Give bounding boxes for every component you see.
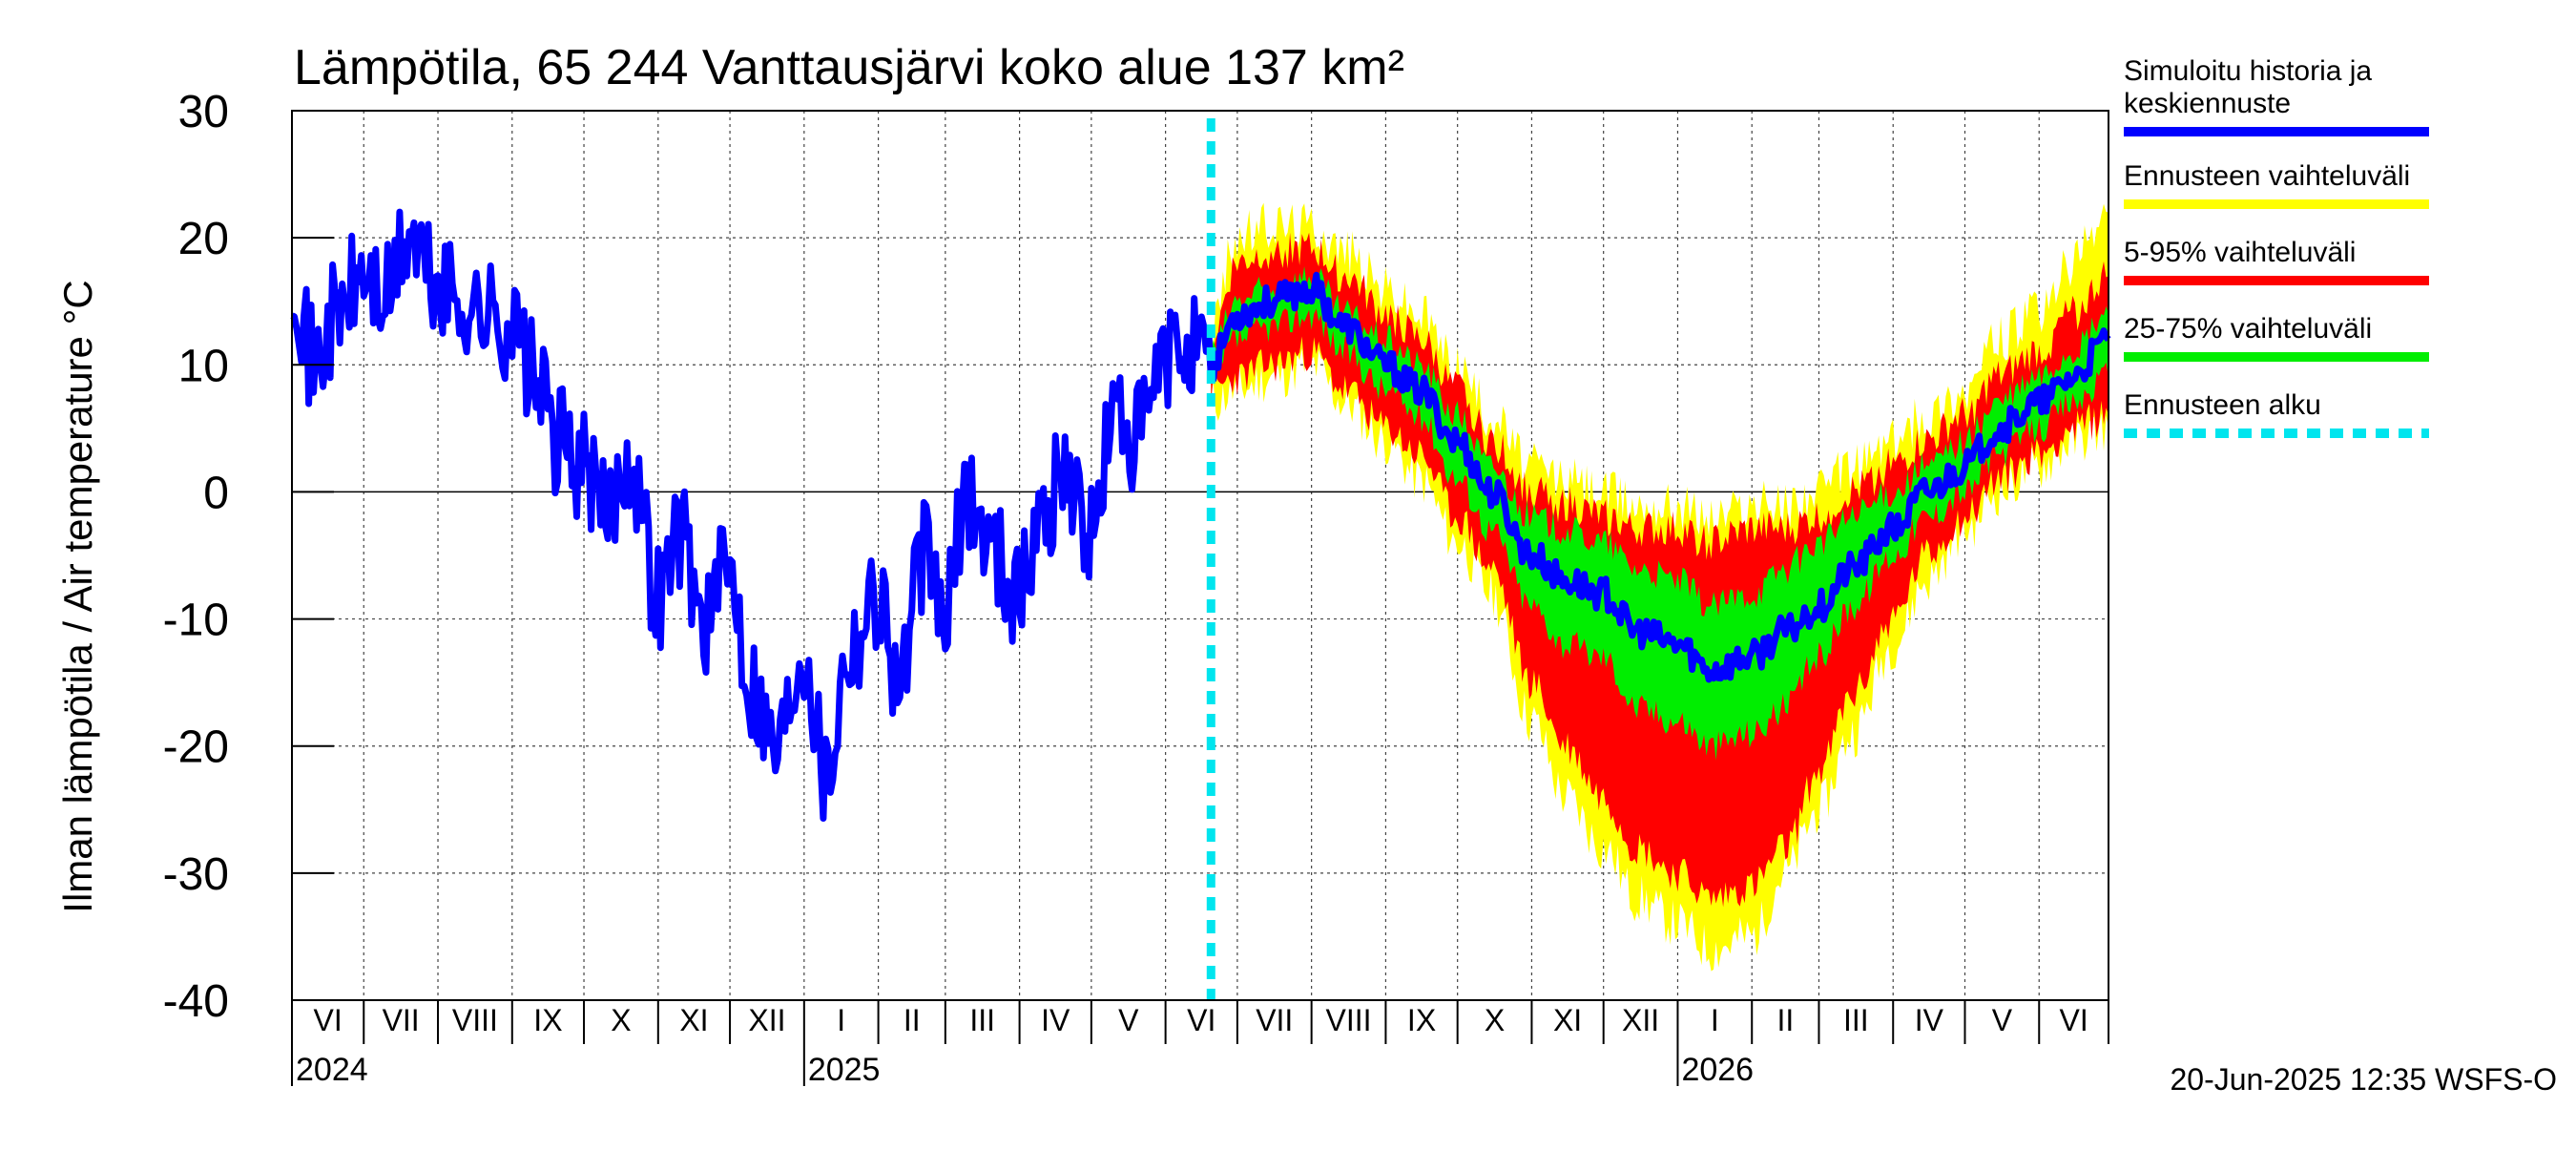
month-label: X xyxy=(1485,1003,1505,1037)
footer-timestamp: 20-Jun-2025 12:35 WSFS-O xyxy=(2170,1062,2557,1097)
month-label: XII xyxy=(748,1003,785,1037)
month-label: VII xyxy=(1256,1003,1293,1037)
y-tick-label: -30 xyxy=(163,849,229,900)
month-label: XI xyxy=(679,1003,708,1037)
month-label: I xyxy=(837,1003,845,1037)
month-label: III xyxy=(1843,1003,1869,1037)
month-label: VI xyxy=(2060,1003,2088,1037)
month-label: XII xyxy=(1622,1003,1659,1037)
history-line xyxy=(290,208,1215,822)
y-tick-label: -40 xyxy=(163,976,229,1027)
month-label: VI xyxy=(1187,1003,1215,1037)
legend-item: Ennusteen vaihteluväli xyxy=(2124,160,2429,209)
y-tick-label: 30 xyxy=(178,87,229,137)
p25-p75-band xyxy=(1211,266,2109,761)
y-tick-label: 10 xyxy=(178,341,229,391)
month-label: X xyxy=(611,1003,631,1037)
month-label: IX xyxy=(1407,1003,1436,1037)
month-label: I xyxy=(1711,1003,1719,1037)
year-label: 2024 xyxy=(296,1052,368,1088)
legend-label: keskiennuste xyxy=(2124,88,2291,119)
legend-label: Ennusteen alku xyxy=(2124,389,2321,421)
legend-item: Ennusteen alku xyxy=(2124,389,2429,438)
forecast-median-line xyxy=(1207,271,2111,683)
legend-label: 5-95% vaihteluväli xyxy=(2124,237,2356,268)
year-label: 2025 xyxy=(808,1052,881,1088)
month-label: IV xyxy=(1915,1003,1944,1037)
month-label: II xyxy=(1776,1003,1794,1037)
year-label: 2026 xyxy=(1681,1052,1754,1088)
month-label: IX xyxy=(533,1003,562,1037)
month-label: VI xyxy=(314,1003,343,1037)
series-lines xyxy=(290,118,2111,1000)
month-label: VII xyxy=(383,1003,420,1037)
legend-label: Ennusteen vaihteluväli xyxy=(2124,160,2410,192)
month-label: VIII xyxy=(1326,1003,1372,1037)
month-label: III xyxy=(969,1003,995,1037)
y-tick-label: 20 xyxy=(178,214,229,264)
y-tick-label: -10 xyxy=(163,596,229,646)
y-tick-label: -20 xyxy=(163,722,229,773)
month-label: V xyxy=(1992,1003,2013,1037)
legend-item: 25-75% vaihteluväli xyxy=(2124,313,2429,362)
y-axis-label: Ilman lämpötila / Air temperature °C xyxy=(55,280,100,912)
y-tick-label: 0 xyxy=(203,468,229,518)
chart-title: Lämpötila, 65 244 Vanttausjärvi koko alu… xyxy=(294,40,1404,95)
month-label: II xyxy=(904,1003,921,1037)
legend-label: 25-75% vaihteluväli xyxy=(2124,313,2372,345)
month-label: XI xyxy=(1553,1003,1582,1037)
legend-label: Simuloitu historia ja xyxy=(2124,55,2372,87)
legend-item: 5-95% vaihteluväli xyxy=(2124,237,2429,285)
month-label: V xyxy=(1118,1003,1139,1037)
month-label: VIII xyxy=(452,1003,498,1037)
month-label: IV xyxy=(1041,1003,1070,1037)
plot-frame xyxy=(291,110,2109,1001)
axes xyxy=(291,110,2109,1086)
